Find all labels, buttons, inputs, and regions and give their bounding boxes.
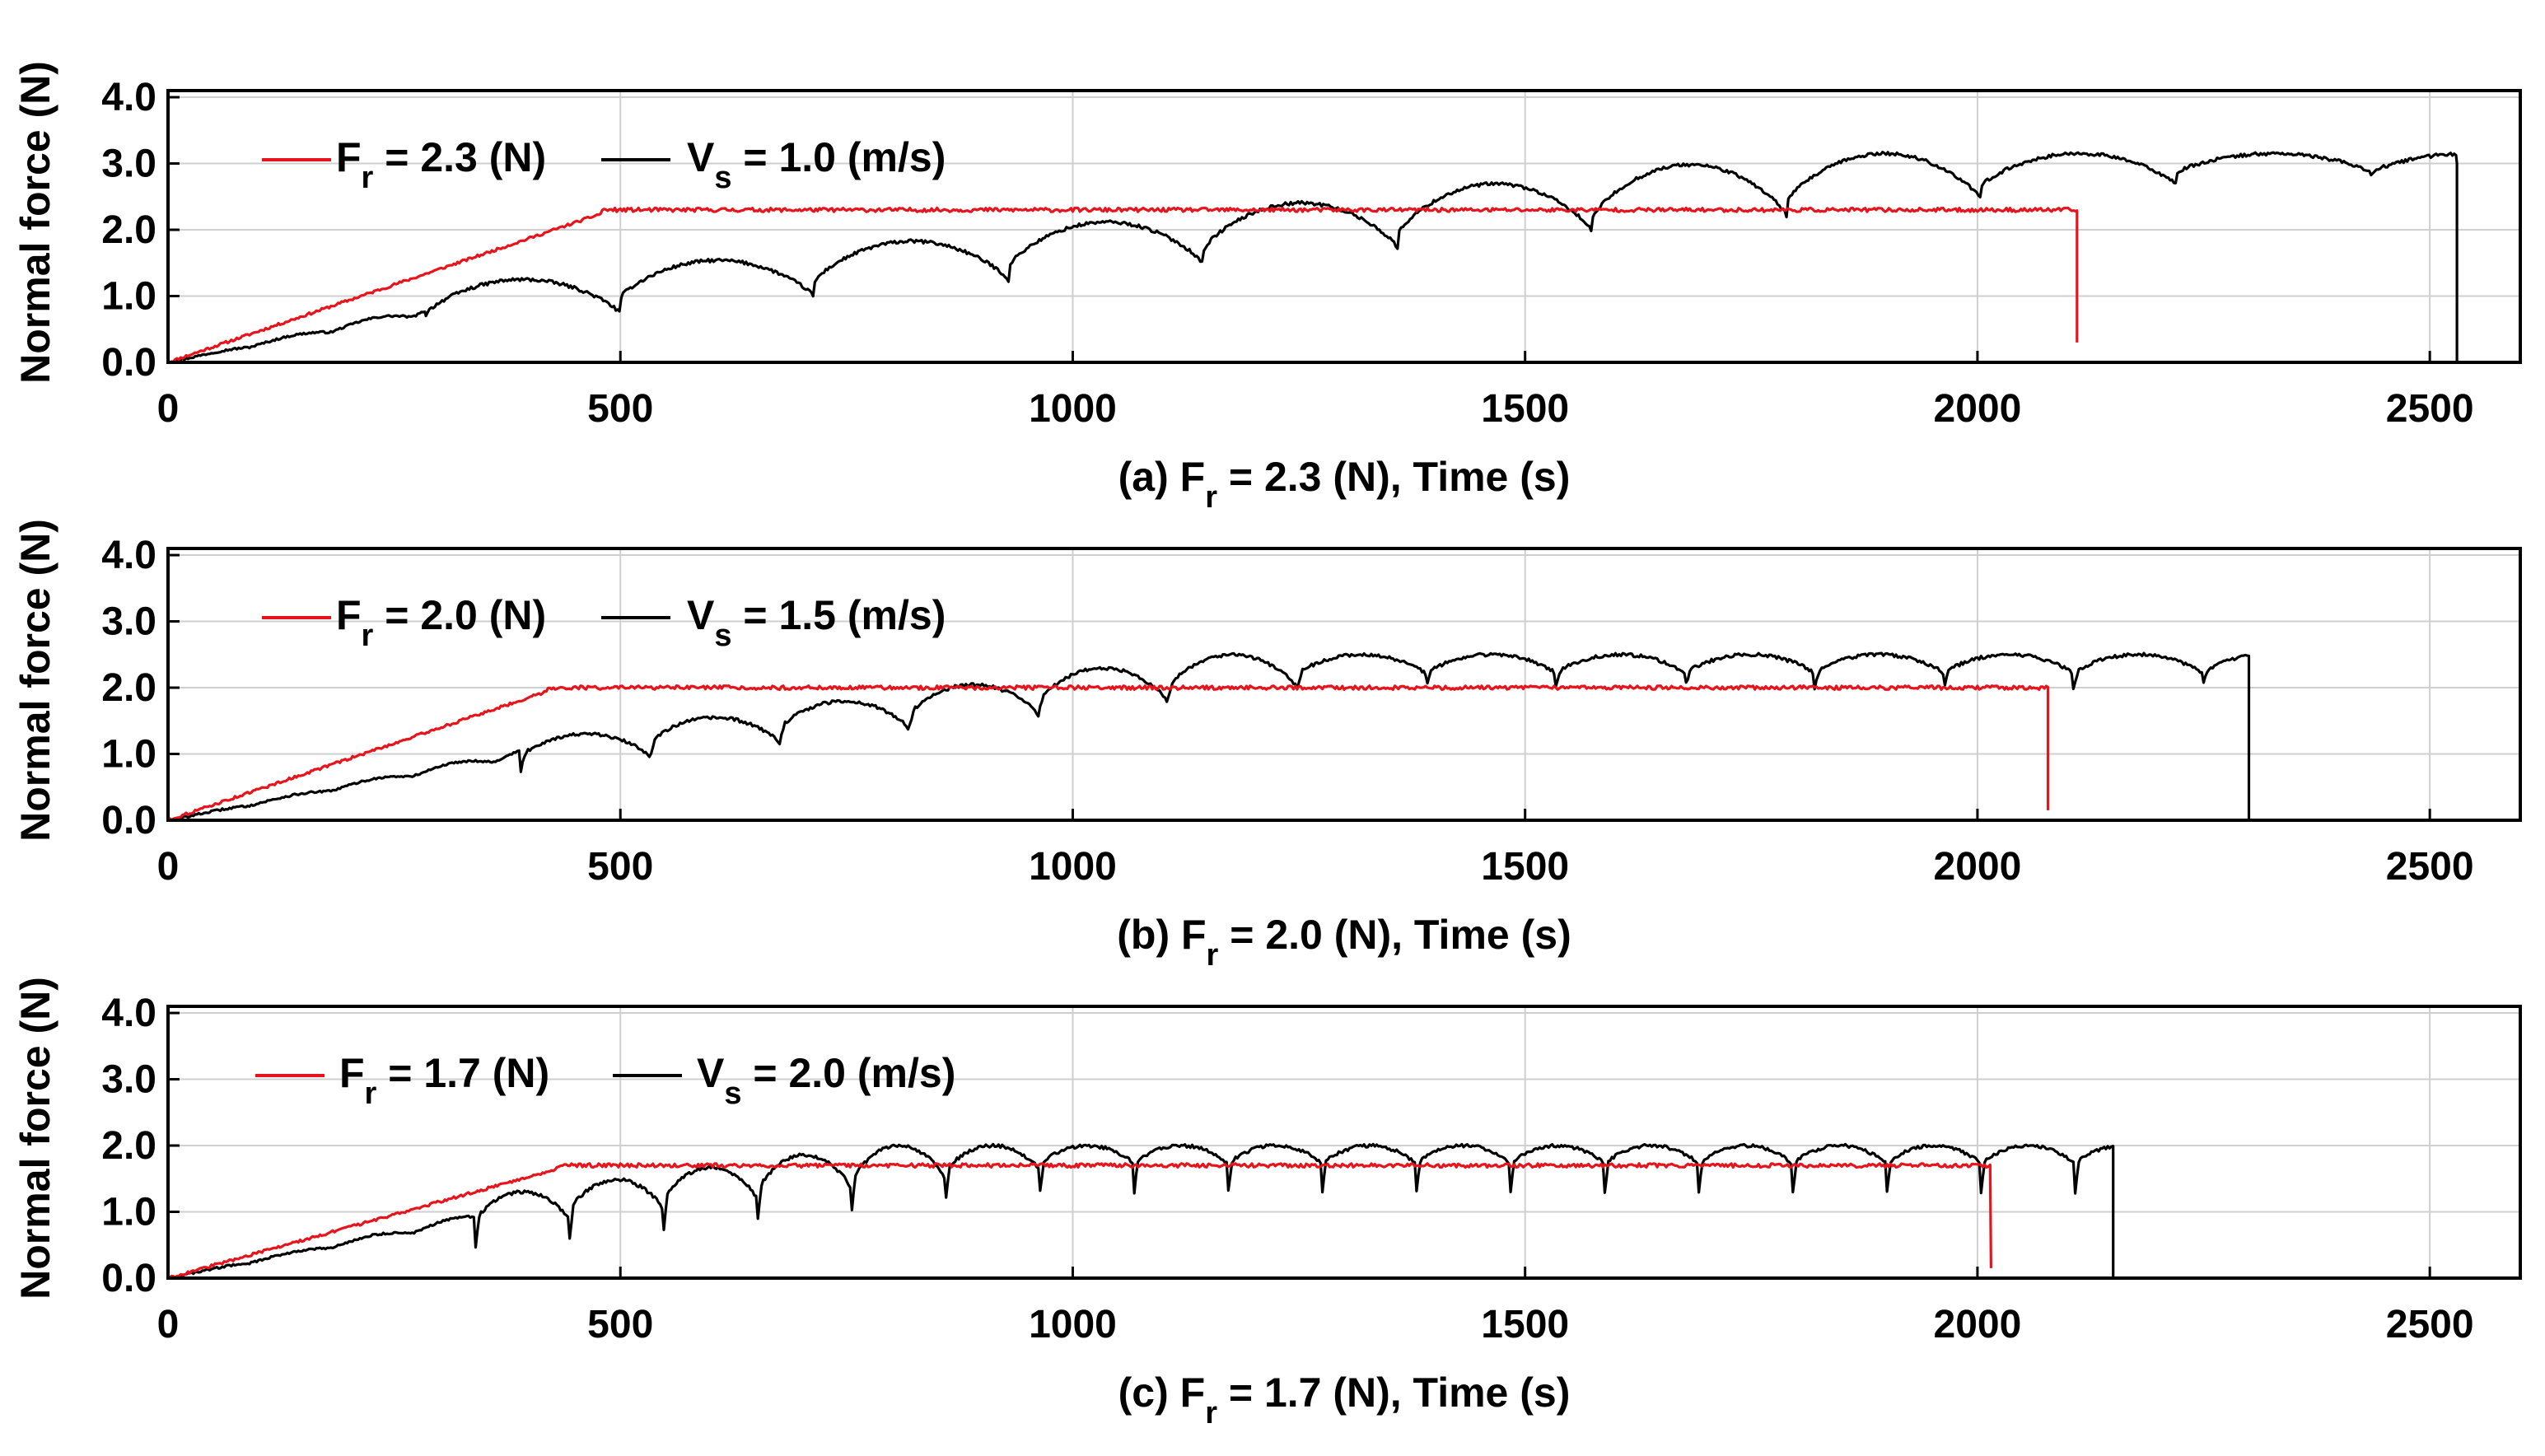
- panel-c-ytick-label: 4.0: [101, 992, 156, 1035]
- panel-c-legend-black-label: Vs = 2.0 (m/s): [697, 1050, 955, 1111]
- panel-b-xtick-label: 1500: [1481, 845, 1569, 889]
- panel-a-series: [168, 151, 2459, 364]
- panel-a-xlabel: (a) Fr = 2.3 (N), Time (s): [1118, 454, 1571, 515]
- panel-a-legend-red-label: Fr = 2.3 (N): [336, 134, 546, 195]
- panel-c-xlabel: (c) Fr = 1.7 (N), Time (s): [1118, 1370, 1571, 1430]
- panel-c-ylabel: Normal force (N): [12, 977, 58, 1300]
- panel-c-series: [167, 1142, 2115, 1280]
- panel-a-xtick-label: 500: [587, 387, 653, 431]
- panel-b-ytick-label: 4.0: [101, 534, 156, 577]
- panel-b: 0.0 1.0 2.0 3.0 4.0 0 500 1000 1500 2000 2500 Nor…: [12, 519, 2522, 973]
- panel-a-legend: Fr = 2.3 (N) Vs = 1.0 (m/s): [262, 134, 946, 195]
- panel-a: 0.0 1.0 2.0 3.0 4.0 0 500 1000 1500 2000 2500 Nor…: [12, 61, 2522, 515]
- panel-a-ytick-label: 0.0: [101, 341, 156, 385]
- panel-b-xlabel-sub: r: [1207, 938, 1219, 973]
- panel-b-xlabel-suffix: = 2.0 (N), Time (s): [1218, 912, 1571, 958]
- panel-c-xtick-label: 1500: [1481, 1303, 1569, 1346]
- panel-b-xtick-label: 2500: [2386, 845, 2474, 889]
- panel-a-xlabel-prefix: (a) F: [1118, 454, 1206, 500]
- panel-b-ylabel: Normal force (N): [12, 519, 58, 842]
- panel-b-xtick-label: 2000: [1934, 845, 2022, 889]
- panel-a-xtick-label: 2500: [2386, 387, 2474, 431]
- panel-a-series-red-line: [168, 206, 2079, 364]
- panel-b-xlabel: (b) Fr = 2.0 (N), Time (s): [1117, 912, 1571, 973]
- panel-a-xtick-label: 1000: [1029, 387, 1117, 431]
- panel-a-xtick-label: 0: [157, 387, 180, 431]
- panel-a-ytick-label: 2.0: [101, 208, 156, 252]
- panel-c-xtick-label: 2500: [2386, 1303, 2474, 1346]
- panel-c-xticks: 0 500 1000 1500 2000 2500: [157, 1267, 2474, 1346]
- panel-b-series-black-line: [168, 651, 2251, 822]
- panel-b-gridlines: [168, 548, 2520, 820]
- panel-b-xlabel-prefix: (b) F: [1117, 912, 1206, 958]
- panel-a-series-black-line: [168, 151, 2459, 364]
- panel-a-xlabel-sub: r: [1205, 480, 1217, 515]
- panel-a-ylabel: Normal force (N): [12, 61, 58, 384]
- panel-c-ytick-label: 0.0: [101, 1257, 156, 1300]
- panel-a-plot-frame: [166, 89, 2522, 364]
- panel-b-series: [166, 651, 2251, 822]
- panel-c-xtick-label: 0: [157, 1303, 180, 1346]
- panel-c-xlabel-sub: r: [1205, 1396, 1217, 1430]
- panel-b-legend-red-label: Fr = 2.0 (N): [336, 592, 546, 653]
- panel-c-xtick-label: 2000: [1934, 1303, 2022, 1346]
- panel-a-xtick-label: 1500: [1481, 387, 1569, 431]
- panel-c-ytick-label: 3.0: [101, 1058, 156, 1102]
- panel-b-ytick-label: 3.0: [101, 600, 156, 644]
- panel-c-xtick-label: 1000: [1029, 1303, 1117, 1346]
- panel-b-series-red-line: [166, 684, 2050, 822]
- panel-a-gridlines: [168, 91, 2520, 362]
- panel-b-xtick-label: 1000: [1029, 845, 1117, 889]
- panel-b-ytick-label: 0.0: [101, 799, 156, 842]
- panel-c-yticks: 0.0 1.0 2.0 3.0 4.0: [101, 992, 180, 1300]
- panel-b-plot-frame: [166, 547, 2522, 822]
- panel-a-ytick-label: 3.0: [101, 142, 156, 186]
- panel-b-xticks: 0 500 1000 1500 2000 2500: [157, 809, 2474, 889]
- panel-c-ytick-label: 1.0: [101, 1191, 156, 1234]
- panel-c-legend-red-label: Fr = 1.7 (N): [339, 1050, 549, 1111]
- panel-a-xlabel-suffix: = 2.3 (N), Time (s): [1217, 454, 1570, 500]
- panel-c-legend: Fr = 1.7 (N) Vs = 2.0 (m/s): [255, 1050, 955, 1111]
- panel-c-ytick-label: 2.0: [101, 1124, 156, 1168]
- panel-b-xtick-label: 500: [587, 845, 653, 889]
- panel-c-series-black-line: [167, 1142, 2115, 1280]
- panel-b-xtick-label: 0: [157, 845, 180, 889]
- panel-c: 0.0 1.0 2.0 3.0 4.0 0 500 1000 1500 2000 2500 Nor…: [12, 977, 2522, 1430]
- panel-a-xtick-label: 2000: [1934, 387, 2022, 431]
- panel-a-ytick-label: 1.0: [101, 275, 156, 319]
- panel-c-xtick-label: 500: [587, 1303, 653, 1346]
- panel-c-xlabel-prefix: (c) F: [1118, 1370, 1206, 1416]
- panel-b-yticks: 0.0 1.0 2.0 3.0 4.0: [101, 534, 180, 842]
- panel-c-plot-frame: [166, 1005, 2522, 1280]
- panel-c-xlabel-suffix: = 1.7 (N), Time (s): [1217, 1370, 1570, 1416]
- panel-a-xticks: 0 500 1000 1500 2000 2500: [157, 351, 2474, 431]
- panel-a-yticks: 0.0 1.0 2.0 3.0 4.0: [101, 76, 180, 385]
- panel-a-ytick-label: 4.0: [101, 76, 156, 119]
- panel-b-ytick-label: 1.0: [101, 733, 156, 777]
- panel-b-legend-black-label: Vs = 1.5 (m/s): [687, 592, 946, 653]
- panel-b-ytick-label: 2.0: [101, 666, 156, 710]
- panel-c-gridlines: [168, 1006, 2520, 1278]
- panel-b-legend: Fr = 2.0 (N) Vs = 1.5 (m/s): [262, 592, 946, 653]
- panel-a-legend-black-label: Vs = 1.0 (m/s): [687, 134, 946, 195]
- panel-c-series-red-line: [167, 1162, 1992, 1280]
